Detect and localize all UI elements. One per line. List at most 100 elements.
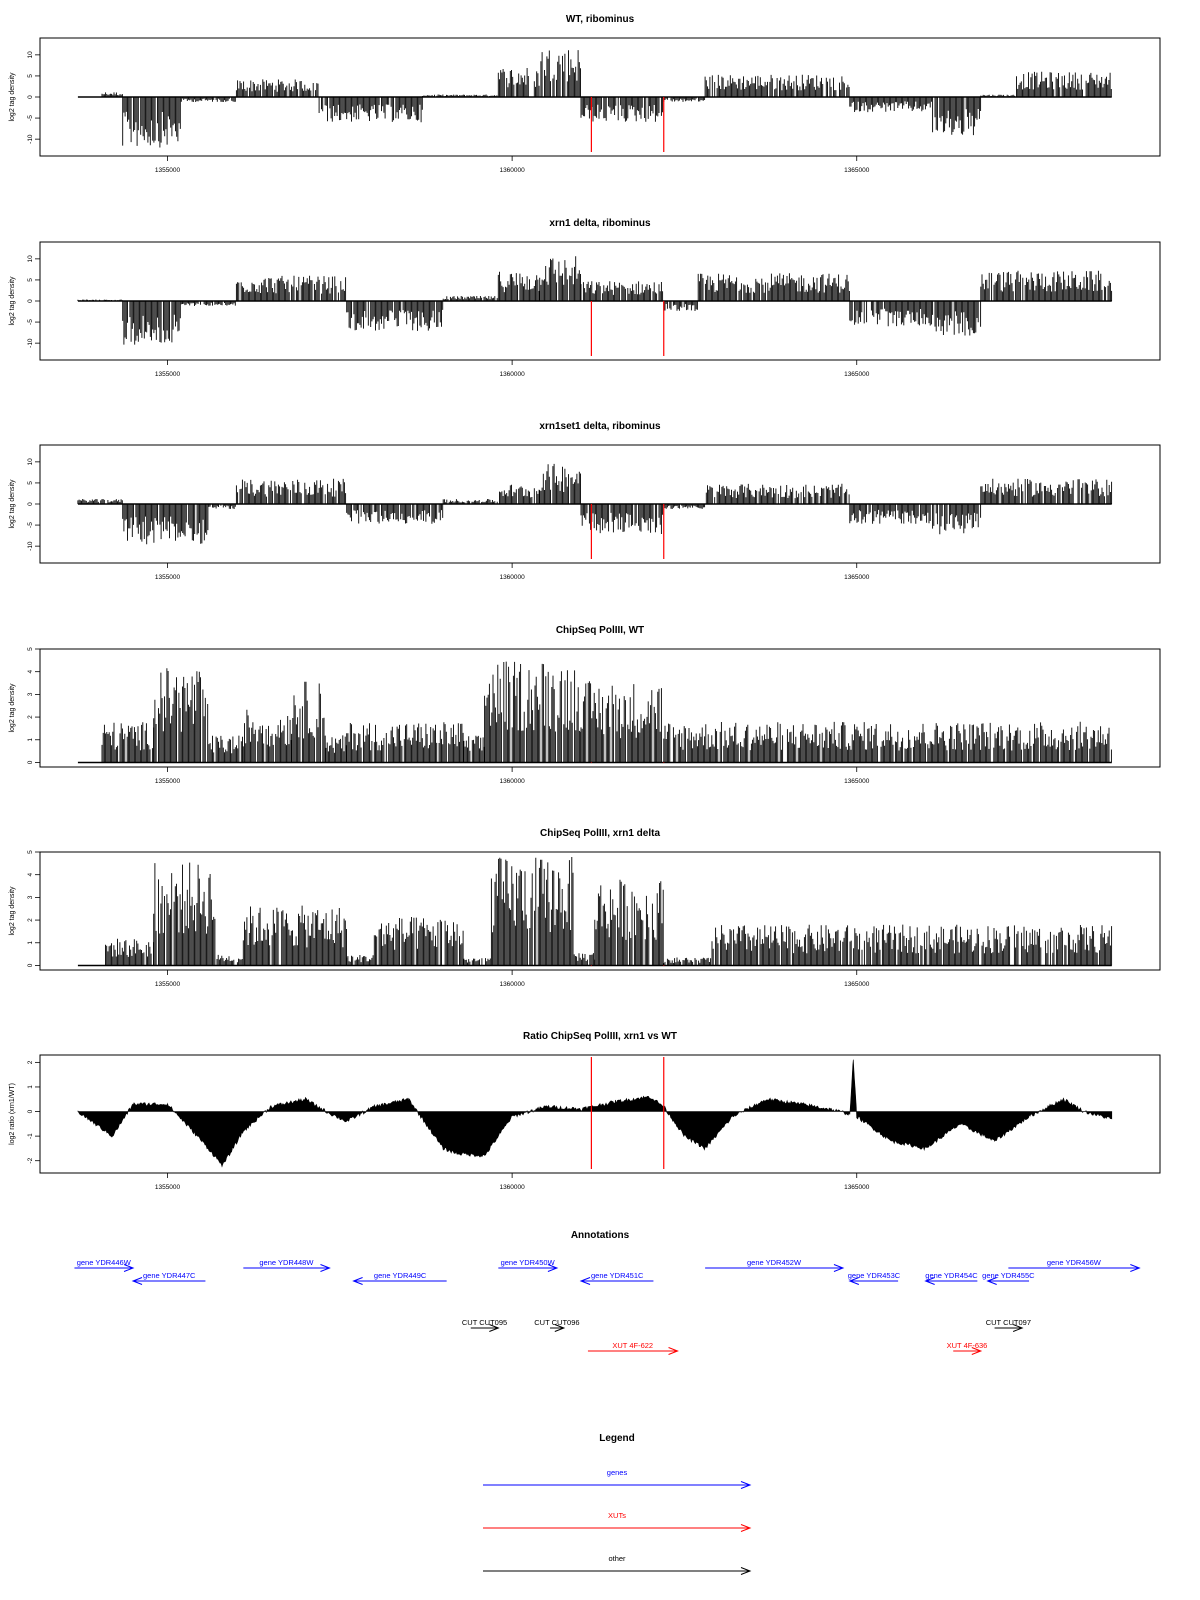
arrow-head-icon [579,1277,591,1285]
data-segment [539,256,581,301]
data-segment [442,296,498,301]
y-tick-label: -1 [27,1133,34,1139]
data-segment [580,281,664,301]
y-axis-label: log2 tag density [9,276,16,326]
data-segment [932,97,982,136]
y-tick-label: -5 [27,522,34,528]
cut-annotation: CUT CUT096 [534,1318,580,1332]
cut-label: CUT CUT095 [462,1318,507,1327]
ratio-area [77,1059,1113,1168]
x-tick-label: 1360000 [499,778,525,785]
data-segment [932,504,982,535]
bar-mark [463,958,491,966]
y-tick-label: 0 [27,299,34,303]
data-segment [1016,71,1112,97]
x-tick-label: 1365000 [844,981,870,988]
gene-label: gene YDR456W [1047,1258,1102,1267]
data-series [77,463,1113,545]
data-segment [711,924,1113,966]
bar-mark [373,917,464,966]
data-segment [442,499,498,504]
data-segment [573,953,596,966]
bar-mark [663,957,712,966]
gene-label: gene YDR454C [925,1271,978,1280]
chart-panel-chip_xrn1: ChipSeq PolIII, xrn1 delta log2 tag densi… [9,828,1161,988]
data-segment [463,958,491,966]
arrow-head-icon [986,1277,997,1285]
gene-label: gene YDR453C [848,1271,901,1280]
bar-mark [705,483,850,504]
cut-annotation: CUT CUT095 [462,1318,507,1332]
y-tick-label: 10 [27,255,34,263]
y-tick-label: 0 [27,95,34,99]
data-segment [932,301,982,336]
arrow-head-icon [547,1264,559,1272]
bar-mark [1016,71,1112,97]
bar-mark [484,661,582,763]
bar-mark [849,97,932,113]
x-tick-label: 1355000 [155,167,181,174]
data-segment [122,301,181,345]
cut-label: CUT CUT096 [534,1318,579,1327]
arrow-head-icon [848,1277,860,1285]
x-tick-label: 1355000 [155,778,181,785]
y-tick-label: 0 [27,502,34,506]
bar-mark [235,275,347,301]
gene-label: gene YDR448W [259,1258,314,1267]
chart-title: WT, ribominus [566,14,635,25]
data-segment [101,722,155,763]
arrow-head-icon [740,1567,752,1575]
data-series [105,857,1113,966]
bar-mark [346,301,444,331]
gene-annotation: gene YDR451C [579,1271,654,1285]
chart-panel-xrn1: xrn1 delta, ribominus log2 tag density -10… [9,218,1161,378]
y-tick-label: 3 [27,895,34,899]
arrow-head-icon [924,1277,935,1285]
bar-mark [932,301,982,336]
gene-label: gene YDR451C [591,1271,644,1280]
bar-mark [849,504,931,524]
data-segment [463,735,485,763]
data-segment [318,97,423,123]
y-tick-label: -10 [27,134,34,144]
chart-panel-xrn1set1: xrn1set1 delta, ribominus log2 tag densit… [9,421,1161,581]
legend-item: other [483,1554,752,1575]
bar-mark [442,296,498,301]
gene-annotation: gene YDR447C [131,1271,206,1285]
x-tick-label: 1360000 [499,574,525,581]
x-tick-label: 1355000 [155,371,181,378]
bar-mark [208,504,236,509]
cut-label: CUT CUT097 [986,1318,1031,1327]
y-tick-label: 5 [27,481,34,485]
gene-annotation: gene YDR446W [74,1258,135,1272]
x-tick-label: 1365000 [844,778,870,785]
arrow-head-icon [740,1481,752,1489]
arrow-head-icon [1012,1324,1024,1332]
data-series [101,50,1112,148]
bar-mark [849,301,932,327]
plot-frame [39,648,1161,768]
y-tick-label: -5 [27,319,34,325]
bar-mark [697,273,850,301]
bar-mark [580,504,664,534]
legend-item: XUTs [483,1511,752,1532]
bar-mark [490,857,574,966]
gene-label: gene YDR455C [982,1271,1035,1280]
data-segment [497,68,540,97]
legend-label: genes [607,1468,628,1477]
xut-annotation: XUT 4F-636 [947,1341,987,1355]
data-segment [849,504,931,524]
y-tick-label: 5 [27,74,34,78]
bar-mark [663,721,1112,763]
y-axis-label: log2 ratio (xrn1/WT) [9,1083,16,1145]
data-segment [346,504,444,524]
legend-item: genes [483,1468,752,1489]
gene-annotation: gene YDR456W [1008,1258,1141,1272]
bar-mark [980,270,1113,301]
bar-mark [235,478,347,504]
y-tick-label: 1 [27,1085,34,1089]
x-tick-label: 1355000 [155,981,181,988]
gene-annotation: gene YDR455C [982,1271,1035,1285]
bar-mark [980,478,1113,504]
